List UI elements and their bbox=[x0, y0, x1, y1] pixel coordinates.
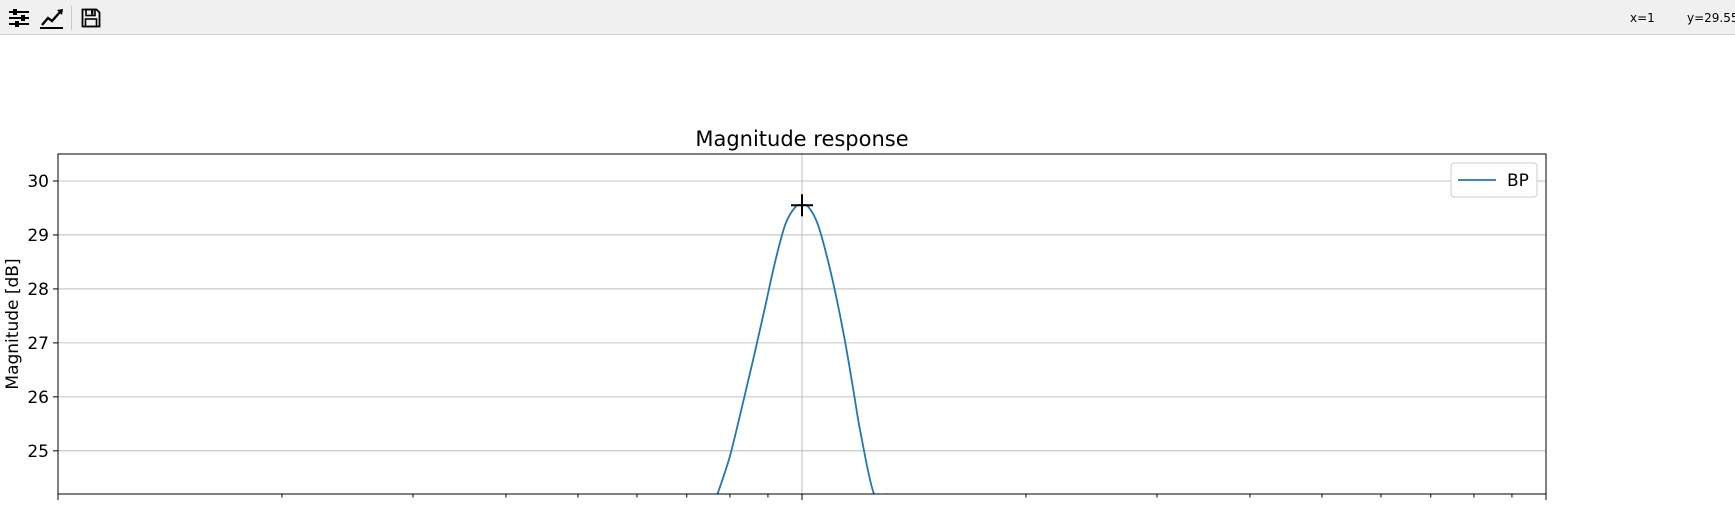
configure-subplots-button[interactable] bbox=[5, 4, 33, 32]
toolbar: x=1 y=29.55 bbox=[0, 0, 1735, 35]
cursor-x-readout: x=1 bbox=[1630, 11, 1655, 25]
toolbar-separator bbox=[71, 6, 72, 30]
legend-label-bp: BP bbox=[1507, 171, 1529, 191]
plot-frame bbox=[57, 153, 1547, 495]
floppy-disk-icon bbox=[81, 8, 101, 28]
y-tick-label: 25 bbox=[27, 442, 49, 462]
y-tick-label: 26 bbox=[27, 388, 49, 408]
y-tick-label: 27 bbox=[27, 334, 49, 354]
axis-ticks: 25 26 27 28 29 30 bbox=[27, 172, 1547, 500]
sliders-icon bbox=[9, 9, 29, 27]
y-axis-label: Magnitude [dB] bbox=[3, 258, 23, 389]
y-tick-label: 30 bbox=[27, 172, 49, 192]
chart-title: Magnitude response bbox=[695, 127, 908, 151]
line-chart-icon bbox=[40, 9, 63, 29]
y-tick-label: 28 bbox=[27, 280, 49, 300]
edit-axis-button[interactable] bbox=[38, 4, 66, 32]
legend: BP bbox=[1450, 162, 1538, 198]
crosshair-cursor-icon bbox=[791, 194, 813, 217]
y-tick-label: 29 bbox=[27, 226, 49, 246]
magnitude-response-chart: Magnitude response Magnitude [dB] 25 26 27… bbox=[3, 127, 1547, 500]
save-figure-button[interactable] bbox=[77, 4, 105, 32]
cursor-y-readout: y=29.55 bbox=[1687, 11, 1735, 25]
